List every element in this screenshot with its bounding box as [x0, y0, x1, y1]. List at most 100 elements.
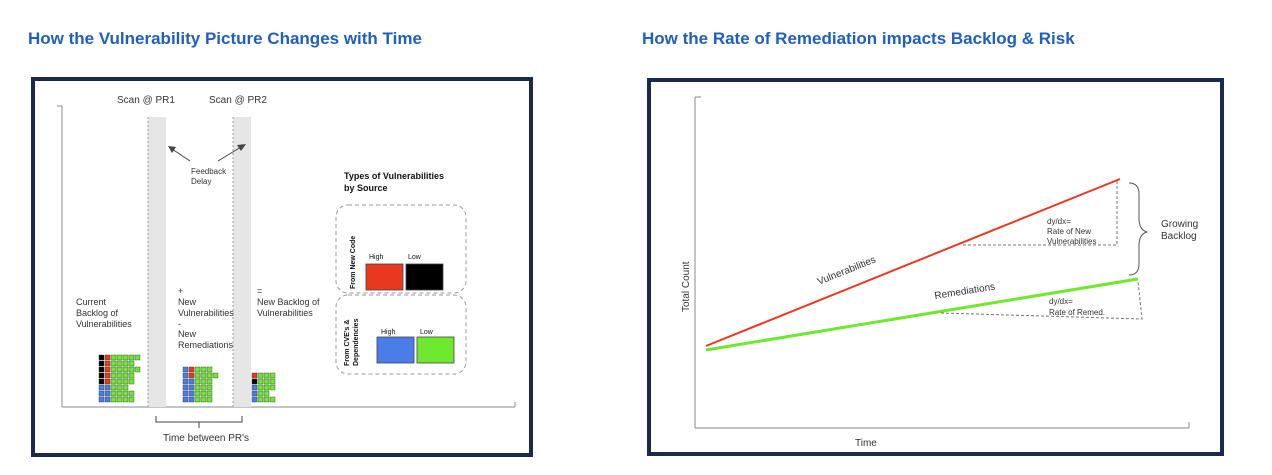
vulnerability-block [194, 378, 201, 385]
vulnerability-block [128, 390, 135, 397]
vulnerability-block [263, 384, 270, 391]
vulnerability-block [200, 366, 207, 373]
vulnerability-block [188, 366, 195, 373]
backlog-label-3: Vulnerabilities [76, 319, 132, 329]
vulnerability-block [98, 384, 105, 391]
slope2-label-1: dy/dx= [1049, 297, 1073, 306]
vulnerabilities-slope-triangle [963, 181, 1118, 246]
vulnerability-block [104, 366, 111, 373]
vulnerability-block [257, 372, 264, 379]
remediations-line [705, 277, 1139, 352]
vulnerability-block [110, 372, 117, 379]
vulnerability-block [257, 396, 264, 403]
vulnerability-block [194, 366, 201, 373]
remediations-label: Remediations [934, 282, 996, 302]
vulnerability-block [98, 360, 105, 367]
vulnerability-block [188, 384, 195, 391]
vulnerability-block [200, 396, 207, 403]
vulnerability-block [206, 372, 213, 379]
vulnerability-block [134, 366, 141, 373]
feedback-arrow-left [171, 148, 191, 162]
vulnerability-block [116, 354, 123, 361]
vulnerability-block [122, 372, 129, 379]
vulnerability-block [194, 384, 201, 391]
vulnerability-block [116, 384, 123, 391]
vulnerability-block [182, 396, 189, 403]
vulnerability-block [128, 372, 135, 379]
vulnerability-block [110, 366, 117, 373]
scan-pr1-label: Scan @ PR1 [117, 95, 175, 106]
vulnerability-block [98, 372, 105, 379]
vulnerability-block [200, 384, 207, 391]
vulnerability-block [104, 396, 111, 403]
vulnerability-block [122, 378, 129, 385]
vulnerability-block [206, 384, 213, 391]
backlog-label-1: Current [76, 297, 107, 307]
vulnerability-block [206, 396, 213, 403]
vulnerability-block [206, 366, 213, 373]
growing-backlog-label-1: Growing [1161, 219, 1198, 230]
vulnerability-block [104, 384, 111, 391]
vulnerability-block [116, 360, 123, 367]
vulnerability-block [128, 354, 135, 361]
vulnerability-block [104, 372, 111, 379]
vulnerability-block [188, 396, 195, 403]
legend-swatch-new-high [365, 263, 404, 291]
legend-group2-label-1: From CVE's & [344, 320, 351, 366]
legend-group-new-code [335, 204, 467, 294]
vulnerability-block [110, 396, 117, 403]
vulnerability-block [200, 390, 207, 397]
vulnerability-block [251, 384, 258, 391]
slope1-label-2: Rate of New [1047, 227, 1091, 236]
x-axis-label: Time [855, 438, 877, 449]
legend-title-2: by Source [344, 183, 388, 193]
vulnerability-block [182, 390, 189, 397]
vulnerability-block [110, 390, 117, 397]
legend-swatch-new-low [405, 263, 444, 291]
backlog-label-2: Backlog of [76, 308, 119, 318]
vulnerability-block [212, 372, 219, 379]
vulnerability-block [116, 378, 123, 385]
legend-group1-label: From New Code [350, 236, 357, 289]
new-rem-label-1: New [178, 329, 197, 339]
new-backlog-label-1: New Backlog of [257, 297, 320, 307]
vulnerability-block [263, 396, 270, 403]
vulnerability-block [257, 390, 264, 397]
vulnerability-block [263, 378, 270, 385]
vulnerability-block [188, 372, 195, 379]
vulnerability-block [98, 396, 105, 403]
vulnerability-block [188, 390, 195, 397]
vulnerability-block [122, 354, 129, 361]
feedback-arrow-right [217, 146, 242, 162]
vulnerability-block [257, 384, 264, 391]
vulnerability-block [194, 372, 201, 379]
vulnerability-block [128, 360, 135, 367]
vulnerability-blocks [98, 354, 276, 403]
vulnerability-block [269, 378, 276, 385]
vulnerability-block [194, 390, 201, 397]
vulnerability-block [251, 390, 258, 397]
vulnerabilities-line [705, 178, 1121, 347]
vulnerability-timeline-panel: Scan @ PR1 Scan @ PR2 Feedback Delay Cur… [31, 77, 533, 457]
time-between-label: Time between PR's [163, 433, 249, 444]
vulnerability-block [122, 390, 129, 397]
right-title: How the Rate of Remediation impacts Back… [642, 29, 1075, 48]
vulnerability-block [104, 360, 111, 367]
time-between-bracket [155, 416, 243, 423]
vulnerability-block [116, 366, 123, 373]
slope2-label-2: Rate of Remed. [1049, 308, 1105, 317]
legend-title-1: Types of Vulnerabilities [344, 171, 444, 181]
vulnerability-block [251, 372, 258, 379]
scan-pr2-label: Scan @ PR2 [209, 95, 267, 106]
vulnerability-block [194, 396, 201, 403]
vulnerability-block [110, 384, 117, 391]
vulnerability-block [200, 378, 207, 385]
legend-swatch-dep-high [376, 336, 415, 364]
vulnerability-block [182, 372, 189, 379]
vulnerability-block [206, 378, 213, 385]
legend-group-dependencies [335, 294, 467, 375]
vulnerability-block [134, 354, 141, 361]
vulnerability-block [98, 390, 105, 397]
vulnerability-block [110, 354, 117, 361]
vulnerability-timeline-diagram: Scan @ PR1 Scan @ PR2 Feedback Delay Cur… [57, 95, 516, 444]
